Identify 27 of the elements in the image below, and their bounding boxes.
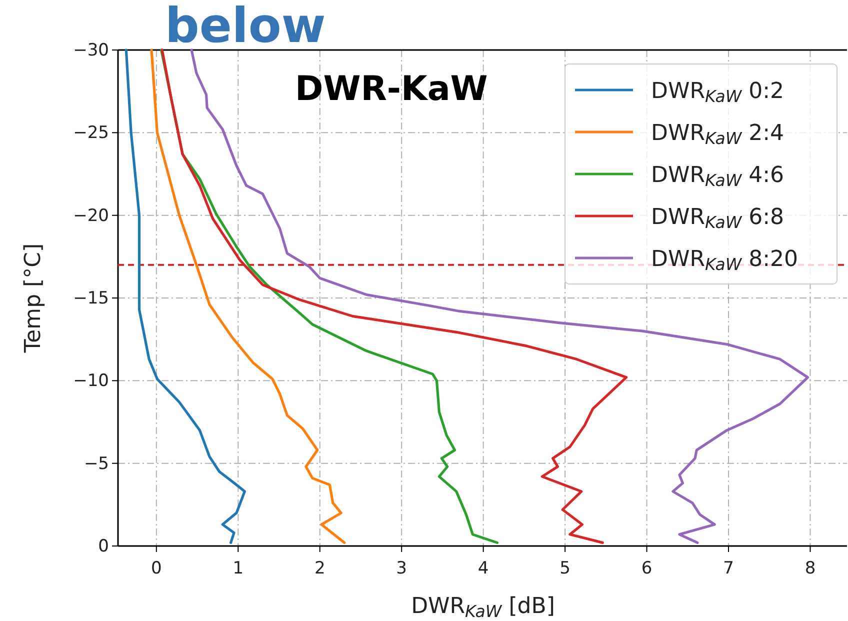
x-tick-label: 1	[232, 558, 244, 579]
text: DWR-KaW	[295, 69, 488, 109]
y-tick-label: −25	[73, 123, 109, 144]
y-tick-label: −20	[73, 206, 109, 226]
legend-label: DWR$_{KaW}$ 6:8	[651, 205, 784, 232]
y-tick-label: 0	[98, 536, 109, 556]
x-tick-label: 0	[150, 558, 162, 579]
x-tick-label: 3	[396, 558, 408, 579]
x-tick-label: 4	[478, 558, 489, 579]
x-tick-label: 5	[560, 558, 570, 579]
line-series	[190, 48, 810, 544]
y-tick-label: −5	[84, 454, 109, 474]
x-tick-label: 6	[641, 558, 652, 579]
y-tick-label: −30	[73, 40, 109, 60]
legend-label: DWR$_{KaW}$ 2:4	[651, 121, 784, 148]
x-tick-label: 7	[723, 558, 734, 579]
x-tick-label: 2	[314, 558, 326, 579]
legend-label: DWR$_{KaW}$ 8:20	[651, 247, 798, 274]
line-series	[124, 48, 246, 544]
legend-label: DWR$_{KaW}$ 0:2	[651, 79, 784, 106]
x-axis-title: DWR$_{KaW}$ [dB]	[411, 594, 555, 621]
legend-label: DWR$_{KaW}$ 4:6	[651, 163, 784, 190]
x-tick-label: 8	[804, 558, 816, 579]
y-axis-title: Temp [°C]	[21, 243, 46, 354]
annotation: below	[165, 0, 326, 54]
y-tick-label: −15	[73, 288, 109, 308]
y-tick-label: −10	[73, 371, 109, 392]
